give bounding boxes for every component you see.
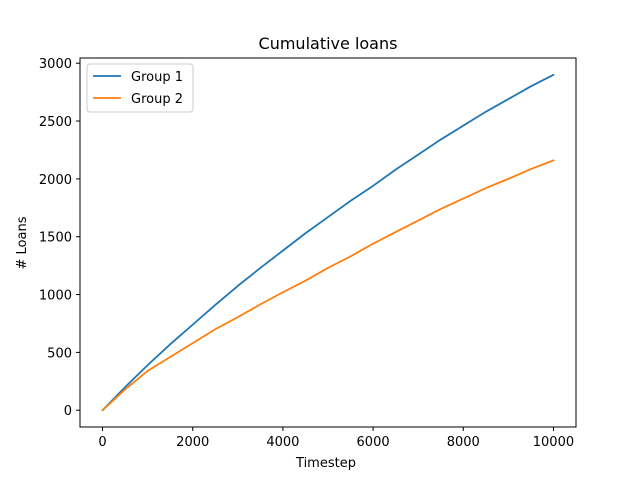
y-tick-label: 3000 xyxy=(39,57,72,72)
x-tick-label: 10000 xyxy=(533,435,574,450)
x-tick-label: 4000 xyxy=(266,435,299,450)
y-tick-label: 2000 xyxy=(39,173,72,188)
chart-title: Cumulative loans xyxy=(259,34,398,53)
x-tick-label: 6000 xyxy=(357,435,390,450)
y-tick-label: 500 xyxy=(47,346,72,361)
legend-label-group-2: Group 2 xyxy=(131,92,183,107)
legend-label-group-1: Group 1 xyxy=(131,70,183,85)
x-axis-ticks: 0 2000 4000 6000 8000 10000 xyxy=(98,427,574,450)
y-tick-label: 1000 xyxy=(39,289,72,304)
series-line-group-1 xyxy=(101,73,555,412)
series-line-group-2 xyxy=(101,159,555,412)
y-axis-ticks: 0 500 1000 1500 2000 2500 3000 xyxy=(39,57,80,419)
y-tick-label: 2500 xyxy=(39,115,72,130)
y-tick-label: 1500 xyxy=(39,231,72,246)
x-tick-label: 8000 xyxy=(447,435,480,450)
x-tick-label: 0 xyxy=(98,435,106,450)
plot-frame xyxy=(79,57,577,428)
x-tick-label: 2000 xyxy=(176,435,209,450)
y-tick-label: 0 xyxy=(64,404,72,419)
series-layer xyxy=(101,73,555,412)
legend: Group 1 Group 2 xyxy=(86,63,194,113)
x-axis-label: Timestep xyxy=(295,456,356,471)
y-axis-label: # Loans xyxy=(15,216,30,269)
